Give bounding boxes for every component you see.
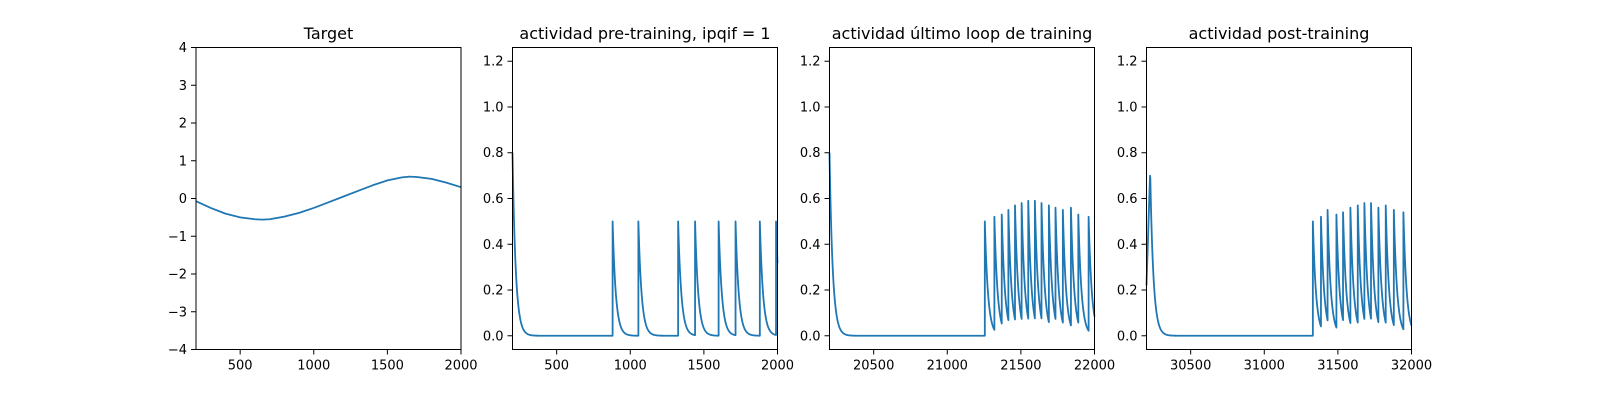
y-tick-label: −3 [168,305,187,320]
x-tick-label: 30500 [1170,359,1211,374]
series-line [195,175,462,221]
x-tick-label: 2000 [761,359,794,374]
y-tick-label: 0.6 [800,192,821,207]
x-tick-label: 21500 [1000,359,1041,374]
panel-post-training: actividad post-training 0.0 0.2 0.4 0.6 0.8 1… [1117,24,1432,374]
y-ticks: 0.0 0.2 0.4 0.6 0.8 1.0 1.2 [483,55,513,344]
panel-title: actividad pre-training, ipqif = 1 [519,24,770,43]
panel-target: Target −4 −3 −2 −1 0 1 2 3 4 500 1000 1500 2000 [168,24,478,374]
x-ticks: 30500 31000 31500 32000 [1170,349,1432,374]
x-ticks: 20500 21000 21500 22000 [853,349,1115,374]
y-tick-label: 1.0 [800,100,821,115]
plot-frame [195,47,462,350]
y-tick-label: 1.0 [483,100,504,115]
x-tick-label: 22000 [1074,359,1115,374]
y-tick-label: 0.6 [483,192,504,207]
x-ticks: 500 1000 1500 2000 [228,349,478,374]
x-tick-label: 2000 [444,359,477,374]
plot-frame [512,47,778,350]
series-line [828,152,1096,337]
panel-pre-training: actividad pre-training, ipqif = 1 0.0 0.2… [483,24,794,374]
y-tick-label: −2 [168,268,187,283]
y-tick-label: 0.4 [800,238,821,253]
series-line [511,152,779,337]
plot-frame [1146,47,1412,350]
x-tick-label: 31500 [1317,359,1358,374]
y-ticks: 0.0 0.2 0.4 0.6 0.8 1.0 1.2 [1117,55,1147,344]
series-line [1145,174,1413,337]
panel-title: actividad post-training [1189,24,1370,43]
y-tick-label: 4 [179,41,187,56]
y-tick-label: 0.4 [1117,238,1138,253]
y-tick-label: 0.2 [800,284,821,299]
x-tick-label: 32000 [1391,359,1432,374]
y-tick-label: −4 [168,343,187,358]
y-tick-label: 3 [179,79,187,94]
y-tick-label: 1.2 [1117,55,1138,70]
y-tick-label: 1.0 [1117,100,1138,115]
y-tick-label: 0.4 [483,238,504,253]
y-tick-label: 0.8 [483,146,504,161]
y-tick-label: 0.2 [483,284,504,299]
panel-title: actividad último loop de training [832,24,1093,43]
y-tick-label: 0.0 [800,329,821,344]
x-tick-label: 21000 [927,359,968,374]
y-tick-label: 0.0 [1117,329,1138,344]
x-tick-label: 1500 [687,359,720,374]
y-tick-label: 0.6 [1117,192,1138,207]
y-tick-label: 1.2 [800,55,821,70]
y-tick-label: 0.0 [483,329,504,344]
panel-title: Target [303,24,354,43]
y-tick-label: 2 [179,117,187,132]
y-ticks: 0.0 0.2 0.4 0.6 0.8 1.0 1.2 [800,55,830,344]
panel-last-training-loop: actividad último loop de training 0.0 0.2… [800,24,1115,374]
x-tick-label: 500 [228,359,253,374]
y-tick-label: 0.8 [800,146,821,161]
y-tick-label: 0 [179,192,187,207]
y-tick-label: 1 [179,154,187,169]
x-tick-label: 1500 [371,359,404,374]
x-tick-label: 500 [544,359,569,374]
x-tick-label: 1000 [297,359,330,374]
x-tick-label: 1000 [614,359,647,374]
x-tick-label: 31000 [1244,359,1285,374]
x-ticks: 500 1000 1500 2000 [544,349,794,374]
y-tick-label: 0.2 [1117,284,1138,299]
y-tick-label: 0.8 [1117,146,1138,161]
plot-frame [829,47,1095,350]
y-ticks: −4 −3 −2 −1 0 1 2 3 4 [168,41,196,358]
y-tick-label: 1.2 [483,55,504,70]
x-tick-label: 20500 [853,359,894,374]
y-tick-label: −1 [168,230,187,245]
